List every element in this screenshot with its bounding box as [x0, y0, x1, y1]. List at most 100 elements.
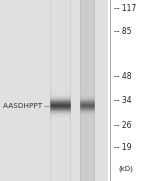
Bar — [80, 74, 94, 75]
Bar — [50, 141, 70, 142]
Bar — [50, 150, 70, 151]
Bar — [80, 100, 94, 101]
Bar — [80, 106, 94, 107]
Bar — [80, 57, 94, 58]
Bar — [80, 2, 94, 3]
Bar — [50, 49, 70, 50]
Bar — [80, 111, 94, 112]
Bar — [50, 175, 70, 176]
Bar — [50, 74, 70, 75]
Bar — [50, 101, 70, 102]
Bar — [80, 83, 94, 84]
Bar — [50, 52, 70, 53]
Bar — [50, 155, 70, 156]
Bar — [50, 178, 70, 179]
Bar — [80, 154, 94, 155]
Bar — [50, 151, 70, 152]
Bar — [80, 112, 94, 113]
Bar — [50, 38, 70, 39]
Bar — [50, 154, 70, 155]
Bar — [50, 35, 70, 36]
Bar — [80, 144, 94, 145]
Bar — [80, 80, 94, 81]
Bar — [50, 135, 70, 136]
Bar — [80, 12, 94, 13]
Bar — [80, 27, 94, 28]
Bar — [50, 83, 70, 84]
Bar — [80, 168, 94, 169]
Bar — [50, 90, 70, 91]
Bar — [50, 164, 70, 165]
Bar — [80, 35, 94, 36]
Bar — [80, 105, 94, 106]
Bar — [80, 24, 94, 25]
Bar — [80, 115, 94, 116]
Bar — [50, 57, 70, 58]
Bar — [50, 134, 70, 135]
Bar — [80, 161, 94, 162]
Text: -- 85: -- 85 — [114, 27, 132, 36]
Bar — [50, 176, 70, 177]
Bar — [50, 132, 70, 133]
Bar — [50, 58, 70, 59]
Bar — [80, 129, 94, 130]
Bar — [80, 66, 94, 67]
Bar — [80, 149, 94, 150]
Bar — [50, 144, 70, 145]
Bar — [50, 53, 70, 54]
Bar — [80, 3, 94, 4]
Bar — [50, 144, 70, 145]
Bar — [80, 135, 94, 136]
Bar — [80, 40, 94, 41]
Bar — [50, 177, 70, 178]
Bar — [80, 16, 94, 17]
Bar — [80, 17, 94, 18]
Bar — [50, 161, 70, 162]
Bar — [80, 124, 94, 125]
Bar — [50, 166, 70, 167]
Bar — [50, 116, 70, 117]
Bar — [80, 133, 94, 134]
Bar — [50, 64, 70, 65]
Bar — [50, 120, 70, 121]
Bar — [80, 103, 94, 104]
Bar — [80, 156, 94, 157]
Bar — [50, 106, 70, 107]
Bar — [50, 55, 70, 56]
Bar — [80, 145, 94, 146]
Bar — [50, 174, 70, 175]
Bar — [80, 138, 94, 139]
Bar — [80, 167, 94, 168]
Bar — [50, 26, 70, 27]
Bar — [50, 107, 70, 108]
Bar — [50, 113, 70, 114]
Bar — [50, 51, 70, 52]
Bar — [50, 34, 70, 35]
Bar — [80, 67, 94, 68]
Bar — [80, 151, 94, 152]
Bar — [50, 29, 70, 30]
Bar — [80, 142, 94, 143]
Bar — [50, 26, 70, 27]
Bar — [50, 115, 70, 116]
Bar — [80, 103, 94, 104]
Bar — [50, 152, 70, 153]
Bar — [80, 91, 94, 92]
Bar — [80, 162, 94, 163]
Bar — [50, 142, 70, 143]
Bar — [80, 63, 94, 64]
Bar — [50, 109, 70, 110]
Text: -- 34: -- 34 — [114, 96, 132, 105]
Bar — [80, 49, 94, 50]
Bar — [50, 118, 70, 119]
Bar — [50, 49, 70, 50]
Bar — [80, 112, 94, 113]
Bar — [80, 84, 94, 85]
Bar — [80, 146, 94, 147]
Bar — [80, 158, 94, 159]
Bar — [80, 56, 94, 57]
Bar — [80, 155, 94, 156]
Bar — [50, 66, 70, 67]
Bar — [50, 169, 70, 170]
Bar — [50, 28, 70, 29]
